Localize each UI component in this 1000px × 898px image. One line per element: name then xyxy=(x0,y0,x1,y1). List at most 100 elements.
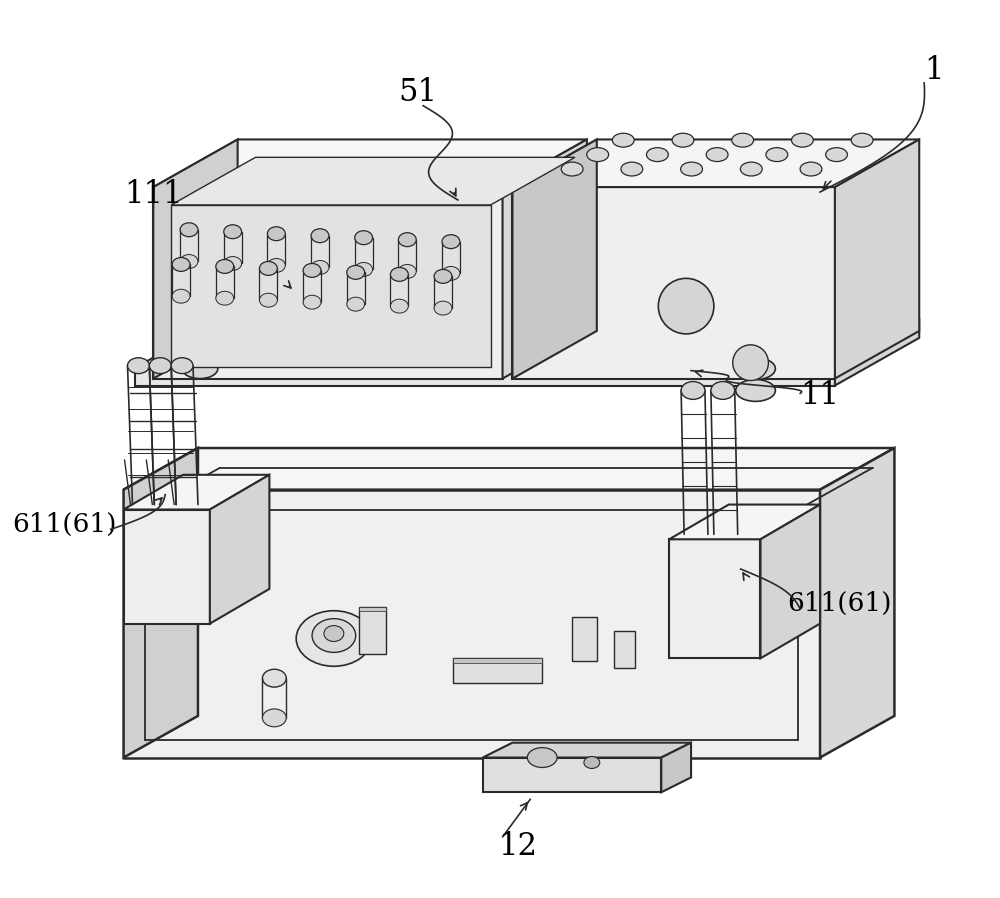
Polygon shape xyxy=(835,139,919,379)
Polygon shape xyxy=(669,505,820,540)
Text: 111: 111 xyxy=(124,179,183,209)
Ellipse shape xyxy=(527,748,557,768)
Ellipse shape xyxy=(740,163,762,176)
Ellipse shape xyxy=(658,278,714,334)
Ellipse shape xyxy=(826,147,847,162)
Ellipse shape xyxy=(647,147,668,162)
Polygon shape xyxy=(760,505,820,658)
Polygon shape xyxy=(153,139,587,187)
Ellipse shape xyxy=(311,229,329,242)
Ellipse shape xyxy=(267,227,285,241)
Polygon shape xyxy=(171,157,575,205)
Ellipse shape xyxy=(681,163,702,176)
Text: 611(61): 611(61) xyxy=(788,591,892,616)
Ellipse shape xyxy=(216,291,234,305)
Ellipse shape xyxy=(311,260,329,275)
Polygon shape xyxy=(512,187,835,379)
Polygon shape xyxy=(124,509,210,623)
Bar xyxy=(359,607,386,655)
Ellipse shape xyxy=(324,626,344,641)
Ellipse shape xyxy=(262,709,286,726)
Ellipse shape xyxy=(736,357,775,380)
Polygon shape xyxy=(135,320,919,367)
Ellipse shape xyxy=(259,261,277,276)
Polygon shape xyxy=(483,743,691,758)
Text: 11: 11 xyxy=(801,380,840,411)
Ellipse shape xyxy=(180,254,198,269)
Ellipse shape xyxy=(224,257,242,270)
Polygon shape xyxy=(153,187,503,379)
Polygon shape xyxy=(820,448,894,758)
Bar xyxy=(453,658,542,683)
Ellipse shape xyxy=(621,163,643,176)
Ellipse shape xyxy=(303,295,321,309)
Ellipse shape xyxy=(172,289,190,304)
Ellipse shape xyxy=(347,297,365,311)
Ellipse shape xyxy=(733,345,768,381)
Polygon shape xyxy=(512,139,597,379)
Ellipse shape xyxy=(584,756,600,769)
Polygon shape xyxy=(503,139,587,379)
Ellipse shape xyxy=(312,619,356,652)
Polygon shape xyxy=(124,448,198,758)
Ellipse shape xyxy=(296,611,372,666)
Ellipse shape xyxy=(390,268,408,281)
Ellipse shape xyxy=(706,147,728,162)
Ellipse shape xyxy=(224,335,259,355)
Ellipse shape xyxy=(791,133,813,147)
Text: 51: 51 xyxy=(399,77,438,109)
Bar xyxy=(359,607,386,611)
Ellipse shape xyxy=(434,269,452,283)
Ellipse shape xyxy=(303,263,321,277)
Polygon shape xyxy=(210,475,269,623)
Ellipse shape xyxy=(390,299,408,313)
Polygon shape xyxy=(661,743,691,792)
Polygon shape xyxy=(171,205,491,366)
Ellipse shape xyxy=(262,669,286,687)
Ellipse shape xyxy=(259,294,277,307)
Ellipse shape xyxy=(267,259,285,272)
Ellipse shape xyxy=(224,224,242,239)
Bar xyxy=(572,617,597,661)
Ellipse shape xyxy=(180,223,198,237)
Ellipse shape xyxy=(736,380,775,401)
Polygon shape xyxy=(135,367,835,385)
Polygon shape xyxy=(153,139,238,379)
Bar xyxy=(453,658,542,664)
Polygon shape xyxy=(483,758,661,792)
Ellipse shape xyxy=(851,133,873,147)
Ellipse shape xyxy=(398,265,416,278)
Ellipse shape xyxy=(149,357,171,374)
Ellipse shape xyxy=(732,133,754,147)
Ellipse shape xyxy=(216,260,234,273)
Text: 611(61): 611(61) xyxy=(12,512,116,537)
Polygon shape xyxy=(669,540,760,658)
Ellipse shape xyxy=(766,147,788,162)
Ellipse shape xyxy=(561,163,583,176)
Ellipse shape xyxy=(711,382,735,400)
Ellipse shape xyxy=(182,358,218,379)
Ellipse shape xyxy=(398,233,416,247)
Polygon shape xyxy=(124,489,820,758)
Ellipse shape xyxy=(171,357,193,374)
Ellipse shape xyxy=(587,147,609,162)
Ellipse shape xyxy=(612,133,634,147)
Ellipse shape xyxy=(442,267,460,280)
Ellipse shape xyxy=(681,382,705,400)
Text: 1: 1 xyxy=(924,56,944,86)
Ellipse shape xyxy=(128,357,149,374)
Ellipse shape xyxy=(800,163,822,176)
Polygon shape xyxy=(124,475,269,509)
Polygon shape xyxy=(512,139,919,187)
Ellipse shape xyxy=(355,231,373,244)
Polygon shape xyxy=(835,320,919,385)
Ellipse shape xyxy=(672,133,694,147)
Ellipse shape xyxy=(442,234,460,249)
Text: 12: 12 xyxy=(498,832,537,862)
Bar xyxy=(614,630,635,668)
Polygon shape xyxy=(124,448,894,489)
Ellipse shape xyxy=(347,266,365,279)
Ellipse shape xyxy=(434,301,452,315)
Ellipse shape xyxy=(355,262,373,277)
Ellipse shape xyxy=(172,258,190,271)
